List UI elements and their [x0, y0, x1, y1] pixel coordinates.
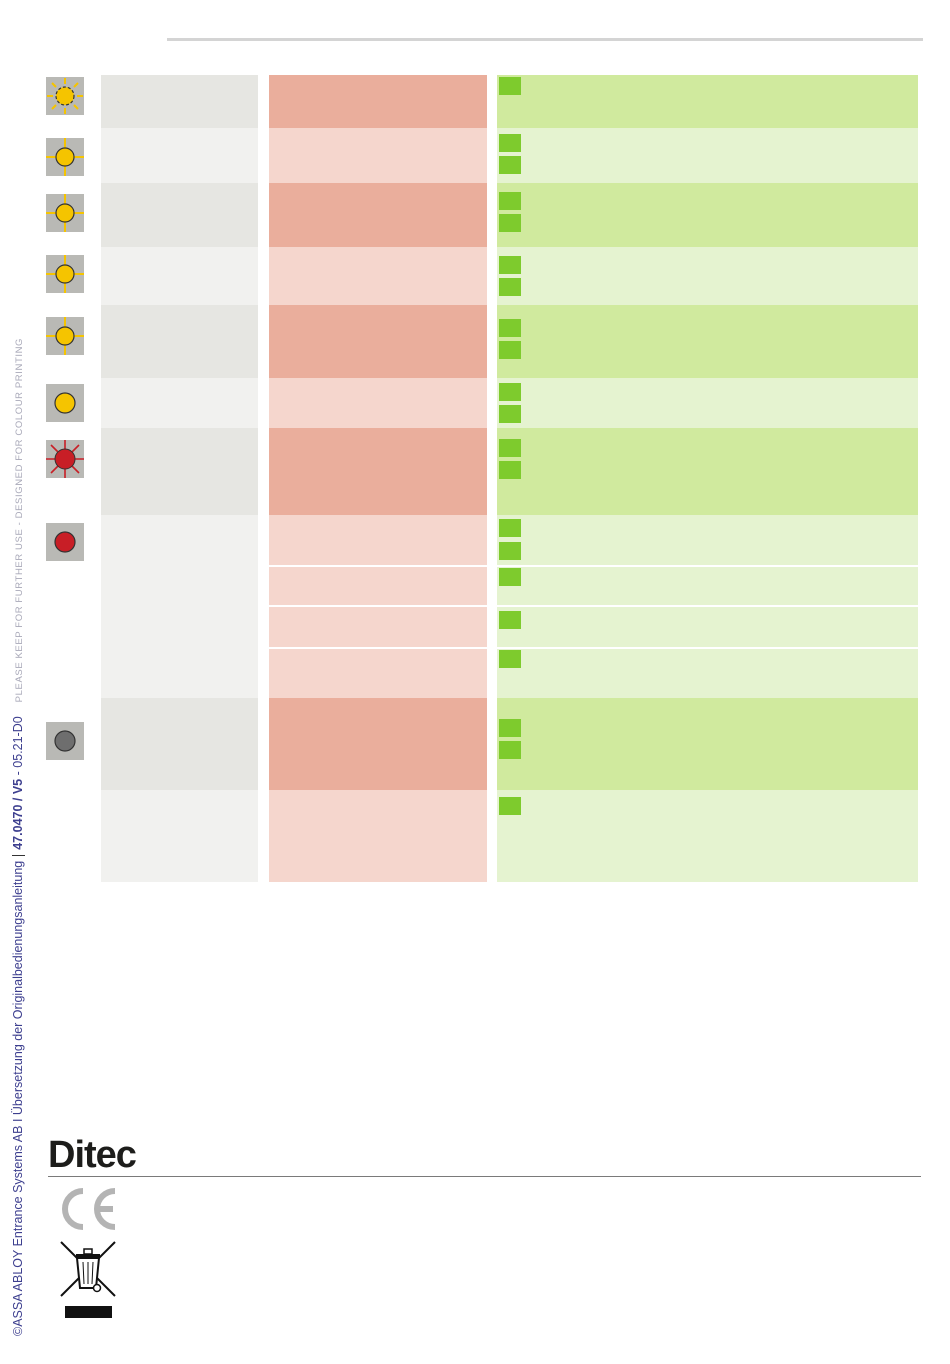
table-cell: [269, 515, 487, 565]
yellow-led-steady-icon: [46, 384, 84, 422]
yellow-led-flashing-icon: [46, 138, 84, 176]
checkbox-marker: [499, 134, 521, 152]
checkbox-marker: [499, 192, 521, 210]
checkbox-marker: [499, 214, 521, 232]
table-cell: [101, 698, 258, 790]
ditec-logo: Ditec: [48, 1134, 137, 1176]
table-cell: [497, 378, 918, 428]
table-cell: [497, 75, 918, 128]
table-cell: [269, 75, 487, 128]
red-led-flashing-icon: [46, 440, 84, 478]
table-cell: [497, 515, 918, 565]
checkbox-marker: [499, 278, 521, 296]
checkbox-marker: [499, 719, 521, 737]
table-cell: [497, 428, 918, 515]
checkbox-marker: [499, 319, 521, 337]
ce-mark-icon: [59, 1187, 119, 1236]
yellow-led-flashing-dashed-icon: [46, 77, 84, 115]
print-note: PLEASE KEEP FOR FURTHER USE - DESIGNED F…: [14, 337, 25, 703]
table-cell: [101, 128, 258, 183]
table-cell: [269, 183, 487, 247]
table-cell: [101, 75, 258, 128]
table-cell: [269, 790, 487, 882]
table-cell: [101, 428, 258, 515]
red-led-steady-icon: [46, 523, 84, 561]
revision: - 05.21-D0: [11, 716, 25, 776]
table-cell: [101, 183, 258, 247]
checkbox-marker: [499, 77, 521, 95]
yellow-led-flashing-icon: [46, 317, 84, 355]
weee-crossed-bin-icon: [59, 1240, 119, 1327]
checkbox-marker: [499, 519, 521, 537]
table-cell: [269, 567, 487, 605]
table-cell: [497, 567, 918, 605]
doc-id: 47.0470 / V5: [11, 778, 25, 850]
table-cell: [269, 649, 487, 698]
table-cell: [269, 698, 487, 790]
table-cell: [269, 607, 487, 647]
grey-led-off-icon: [46, 722, 84, 760]
checkbox-marker: [499, 542, 521, 560]
checkbox-marker: [499, 650, 521, 668]
footer-rule: [48, 1176, 921, 1177]
yellow-led-flashing-icon: [46, 255, 84, 293]
table-cell: [101, 247, 258, 305]
table-cell: [497, 649, 918, 698]
checkbox-marker: [499, 741, 521, 759]
table-cell: [269, 305, 487, 378]
checkbox-marker: [499, 439, 521, 457]
table-cell: [269, 247, 487, 305]
table-cell: [269, 378, 487, 428]
table-cell: [497, 305, 918, 378]
table-cell: [101, 305, 258, 378]
table-cell: [497, 607, 918, 647]
checkbox-marker: [499, 461, 521, 479]
checkbox-marker: [499, 611, 521, 629]
checkbox-marker: [499, 797, 521, 815]
table-cell: [101, 515, 258, 698]
table-cell: [269, 128, 487, 183]
checkbox-marker: [499, 256, 521, 274]
header-rule: [167, 38, 923, 41]
table-cell: [497, 698, 918, 790]
copyright-text: ©ASSA ABLOY Entrance Systems AB I Überse…: [11, 860, 25, 1336]
checkbox-marker: [499, 383, 521, 401]
table-cell: [101, 378, 258, 428]
table-cell: [497, 247, 918, 305]
yellow-led-flashing-icon: [46, 194, 84, 232]
table-cell: [497, 183, 918, 247]
table-cell: [497, 128, 918, 183]
checkbox-marker: [499, 156, 521, 174]
table-cell: [269, 428, 487, 515]
table-cell: [497, 790, 918, 882]
checkbox-marker: [499, 341, 521, 359]
checkbox-marker: [499, 568, 521, 586]
separator: [12, 854, 26, 856]
table-cell: [101, 790, 258, 882]
checkbox-marker: [499, 405, 521, 423]
side-strip: ©ASSA ABLOY Entrance Systems AB I Überse…: [11, 338, 27, 1336]
